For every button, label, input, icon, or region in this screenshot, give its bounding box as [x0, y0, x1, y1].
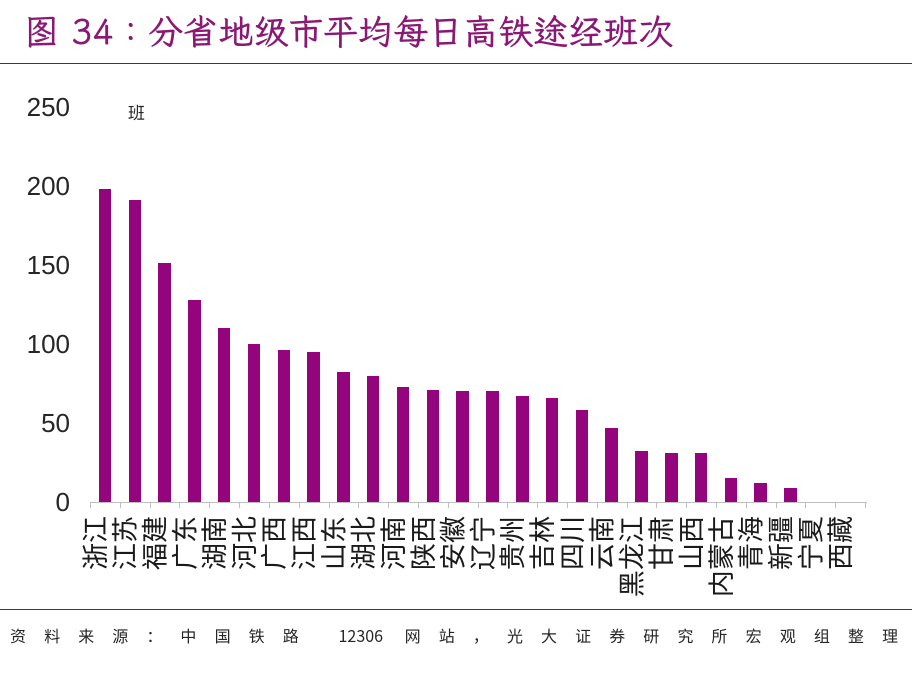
svg-text:黑龙江: 黑龙江: [610, 516, 649, 597]
svg-text:云南: 云南: [581, 516, 620, 570]
svg-text:山东: 山东: [312, 516, 351, 570]
svg-text:吉林: 吉林: [521, 516, 560, 570]
svg-text:广西: 广西: [253, 516, 292, 570]
svg-text:宁夏: 宁夏: [789, 516, 828, 570]
svg-text:陕西: 陕西: [402, 516, 441, 570]
svg-text:江苏: 江苏: [104, 516, 143, 570]
svg-text:浙江: 浙江: [74, 516, 113, 570]
svg-text:河北: 河北: [223, 516, 262, 570]
svg-text:西藏: 西藏: [819, 516, 858, 570]
svg-text:河南: 河南: [372, 516, 411, 570]
svg-text:福建: 福建: [134, 516, 173, 570]
svg-text:湖南: 湖南: [193, 516, 232, 570]
svg-text:四川: 四川: [551, 516, 590, 570]
svg-text:江西: 江西: [283, 516, 322, 570]
svg-text:安徽: 安徽: [432, 516, 471, 570]
svg-text:青海: 青海: [730, 516, 769, 570]
svg-text:广东: 广东: [163, 516, 202, 570]
svg-text:辽宁: 辽宁: [461, 516, 500, 570]
svg-text:内蒙古: 内蒙古: [700, 516, 739, 597]
svg-text:新疆: 新疆: [760, 516, 799, 570]
svg-text:山西: 山西: [670, 516, 709, 570]
svg-text:甘肃: 甘肃: [640, 516, 679, 570]
svg-text:贵州: 贵州: [491, 516, 530, 570]
svg-text:湖北: 湖北: [342, 516, 381, 570]
